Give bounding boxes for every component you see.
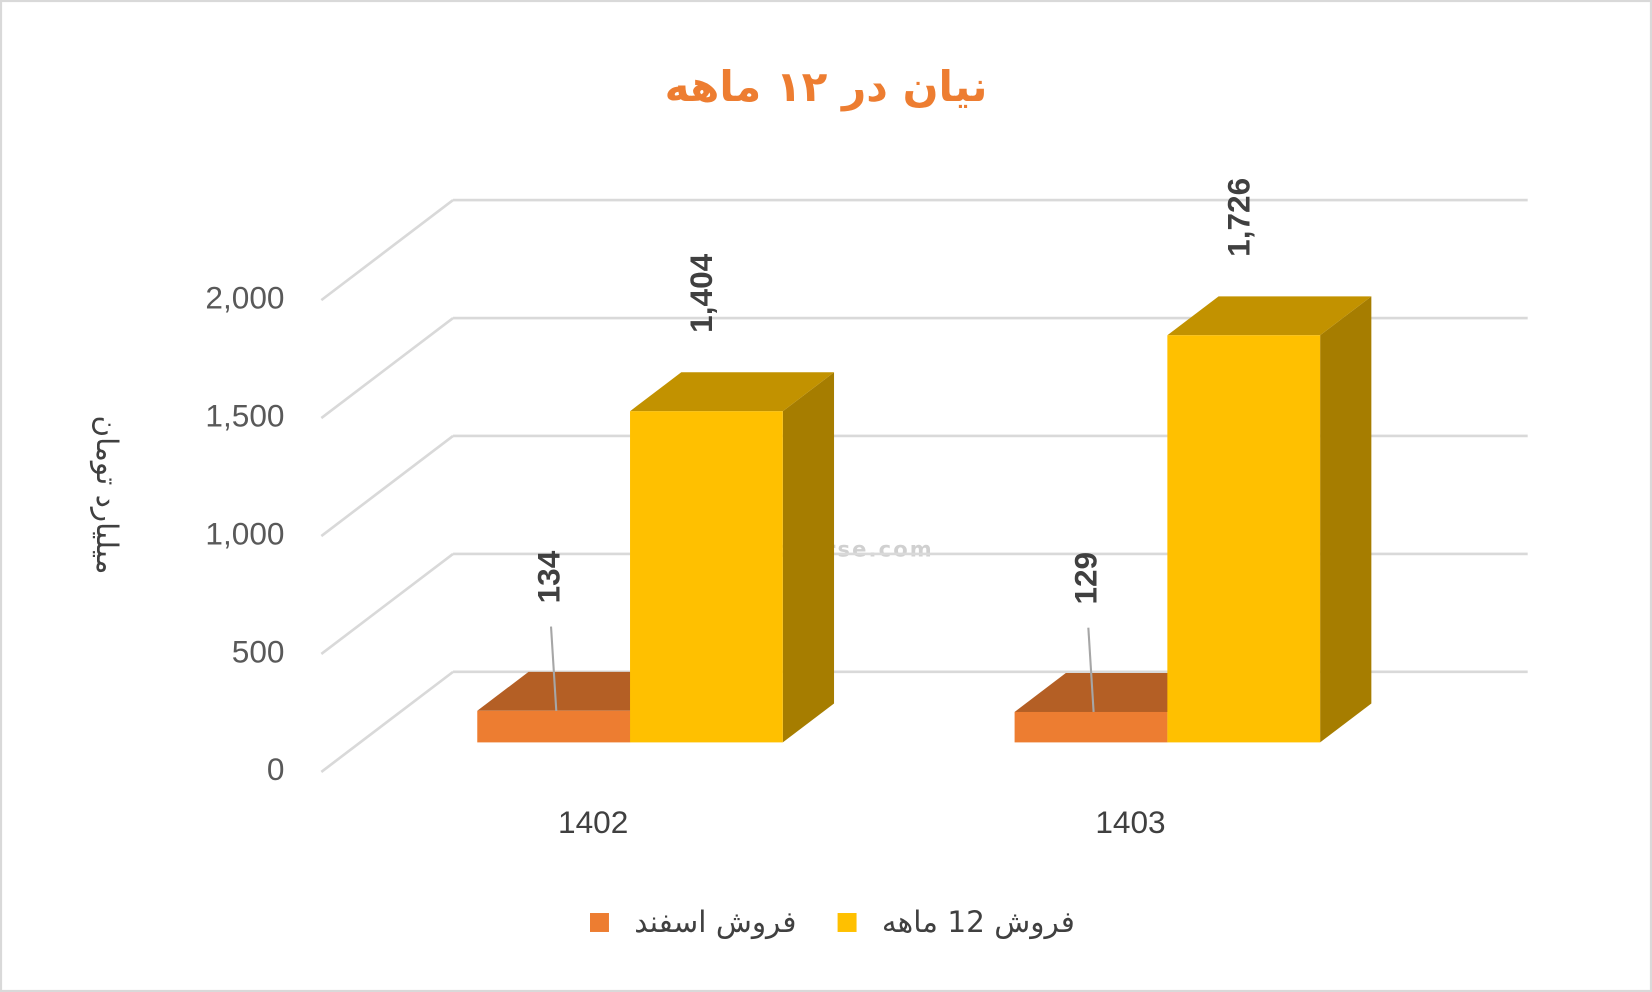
bar-side <box>1320 296 1372 743</box>
grid-line <box>320 670 454 773</box>
bar-top <box>630 372 835 412</box>
grid-line <box>320 434 454 538</box>
grid-line <box>320 316 454 420</box>
bar-top <box>1167 296 1372 336</box>
y-axis-label: میلیارد تومان <box>90 415 124 574</box>
chart-title: نیان در ۱۲ ماهه <box>665 62 988 111</box>
leader-line <box>1087 627 1095 713</box>
x-tick-label: 1402 <box>558 804 628 840</box>
y-tick-label: 1,000 <box>205 515 284 551</box>
grid-line <box>320 552 454 656</box>
legend-label: فروش 12 ماهه <box>882 905 1075 939</box>
bar-front <box>1014 711 1168 743</box>
bar <box>1167 296 1372 743</box>
bar-side <box>782 372 835 743</box>
x-tick-label: 1403 <box>1095 804 1165 840</box>
value-label: 1,404 <box>683 253 719 332</box>
y-tick-label: 500 <box>232 633 285 669</box>
bar <box>630 372 835 743</box>
y-tick-label: 1,500 <box>205 397 284 433</box>
bar-front <box>630 411 783 743</box>
value-label: 1,726 <box>1220 178 1256 257</box>
bar-front <box>1167 335 1321 743</box>
value-label: 134 <box>530 550 566 603</box>
y-tick-label: 2,000 <box>205 279 284 315</box>
legend-label: فروش اسفند <box>634 905 796 939</box>
value-label: 129 <box>1068 552 1104 605</box>
grid-line <box>320 199 454 302</box>
legend-swatch <box>590 913 609 932</box>
bar-front <box>477 710 631 743</box>
y-tick-label: 0 <box>267 751 285 787</box>
leader-line <box>549 626 558 711</box>
legend-swatch <box>837 913 857 932</box>
